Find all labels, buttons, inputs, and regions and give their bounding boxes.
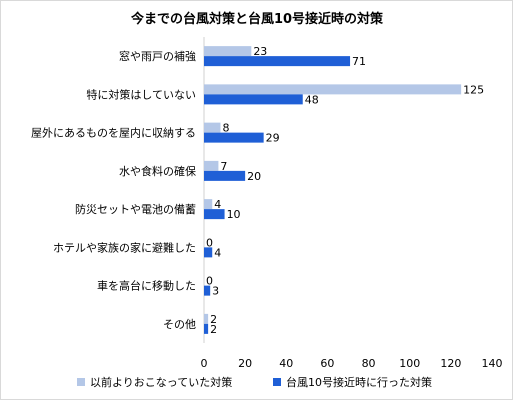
x-tick-label: 140 bbox=[482, 357, 503, 370]
bar bbox=[204, 323, 209, 334]
legend-swatch bbox=[273, 378, 281, 386]
category-label: その他 bbox=[163, 318, 196, 331]
bar bbox=[204, 122, 221, 133]
data-label: 0 bbox=[206, 275, 213, 288]
legend-label: 以前よりおこなっていた対策 bbox=[90, 375, 232, 389]
x-tick-label: 120 bbox=[440, 357, 461, 370]
legend: 以前よりおこなっていた対策 台風10号接近時に行った対策 bbox=[77, 375, 432, 389]
data-label: 23 bbox=[253, 45, 267, 58]
category-label: 水や食料の確保 bbox=[119, 164, 196, 178]
data-label: 71 bbox=[352, 55, 366, 68]
category-label: 車を高台に移動した bbox=[97, 279, 196, 293]
data-label: 0 bbox=[206, 236, 213, 249]
category-label: 屋外にあるものを屋内に収納する bbox=[31, 126, 196, 140]
data-label: 48 bbox=[305, 93, 319, 106]
bar bbox=[204, 46, 252, 57]
data-label: 7 bbox=[220, 160, 227, 173]
data-label: 125 bbox=[463, 83, 484, 96]
x-tick-label: 20 bbox=[238, 357, 252, 370]
data-label: 20 bbox=[247, 170, 261, 183]
x-tick-label: 0 bbox=[201, 357, 208, 370]
category-label: 窓や雨戸の補強 bbox=[119, 49, 196, 63]
data-label: 4 bbox=[214, 246, 221, 259]
legend-label: 台風10号接近時に行った対策 bbox=[286, 375, 432, 389]
data-label: 2 bbox=[210, 323, 217, 336]
x-tick-label: 100 bbox=[399, 357, 420, 370]
bar bbox=[204, 247, 213, 258]
category-label: 防災セットや電池の備蓄 bbox=[75, 202, 196, 216]
data-label: 3 bbox=[212, 285, 219, 298]
bar bbox=[204, 199, 213, 210]
bar bbox=[204, 313, 209, 324]
x-tick-label: 80 bbox=[362, 357, 376, 370]
x-tick-label: 60 bbox=[320, 357, 334, 370]
data-label: 8 bbox=[222, 122, 229, 135]
x-tick-label: 40 bbox=[279, 357, 293, 370]
data-label: 10 bbox=[227, 208, 241, 221]
bar bbox=[204, 132, 264, 143]
bar bbox=[204, 209, 225, 220]
bar bbox=[204, 94, 303, 105]
bar bbox=[204, 160, 219, 171]
category-label: ホテルや家族の家に避難した bbox=[53, 240, 196, 254]
data-label: 29 bbox=[266, 132, 280, 145]
bar bbox=[204, 56, 351, 67]
bar bbox=[204, 285, 211, 296]
bar bbox=[204, 170, 246, 181]
data-label: 2 bbox=[210, 313, 217, 326]
data-label: 4 bbox=[214, 198, 221, 211]
category-label: 特に対策はしていない bbox=[86, 87, 196, 101]
legend-swatch bbox=[77, 378, 85, 386]
bar bbox=[204, 84, 462, 95]
chart-title: 今までの台風対策と台風10号接近時の対策 bbox=[130, 11, 384, 27]
